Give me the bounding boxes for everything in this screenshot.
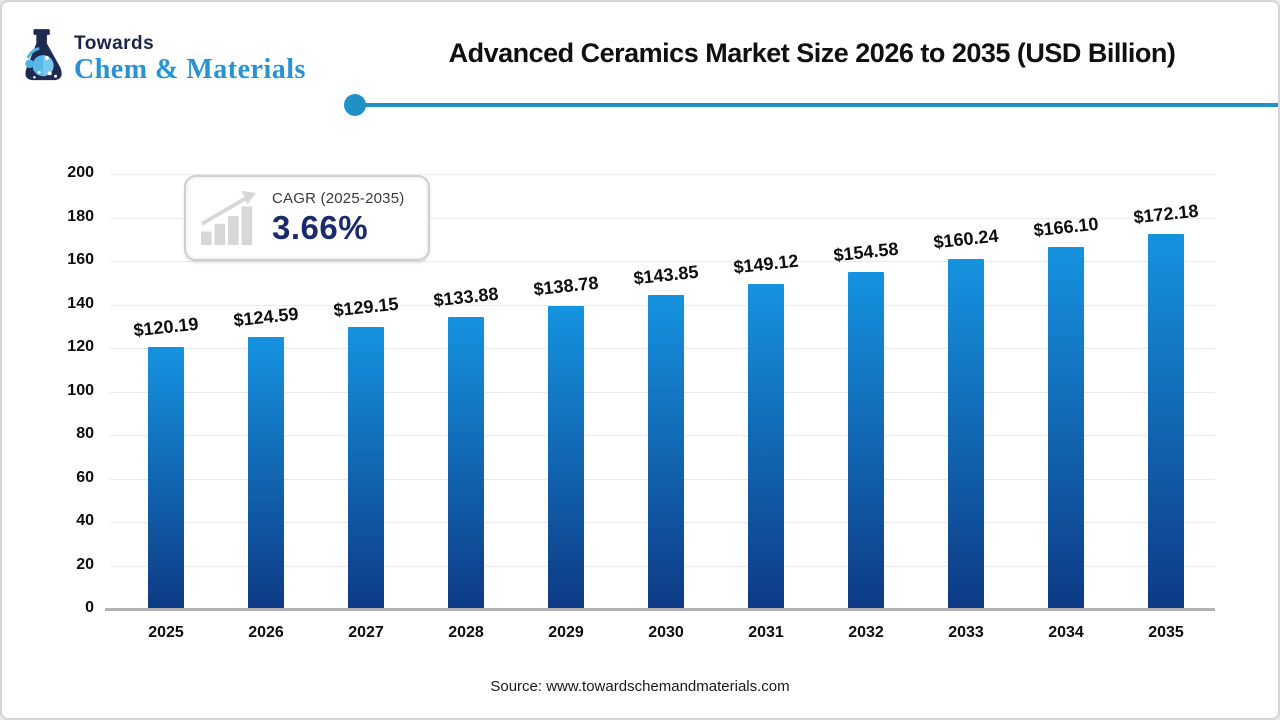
y-axis-tick-label: 200 <box>67 164 94 181</box>
y-axis-tick-label: 160 <box>67 251 94 268</box>
x-axis-tick-label: 2035 <box>1148 624 1184 641</box>
bar <box>1048 247 1084 608</box>
bar <box>548 306 584 608</box>
x-axis-tick-label: 2026 <box>248 624 284 641</box>
cagr-callout: CAGR (2025-2035) 3.66% <box>184 175 430 261</box>
flask-icon <box>25 29 62 81</box>
y-axis-tick-label: 80 <box>76 425 94 442</box>
growth-chart-icon <box>200 190 257 246</box>
x-axis-tick-label: 2029 <box>548 624 584 641</box>
cagr-value: 3.66% <box>272 208 369 246</box>
x-axis-tick-label: 2027 <box>348 624 384 641</box>
gridline <box>110 217 1215 219</box>
bar <box>148 347 184 608</box>
y-axis-tick-label: 0 <box>85 599 94 616</box>
title-divider-dot <box>344 94 366 116</box>
bar <box>648 295 684 608</box>
y-axis-tick-label: 140 <box>67 294 94 312</box>
x-axis-tick-label: 2032 <box>848 624 884 641</box>
y-axis-tick-label: 60 <box>76 468 94 486</box>
gridline <box>110 174 1215 175</box>
x-axis-tick-label: 2028 <box>448 624 484 641</box>
logo: Towards Chem & Materials <box>20 28 306 86</box>
x-axis-tick-label: 2030 <box>648 624 684 641</box>
y-axis-tick-label: 100 <box>67 381 94 399</box>
y-axis-tick-label: 180 <box>67 207 94 225</box>
plot-area: 0 20 40 60 80 100 120 140 160 180 200 $120.19 2025 $1… <box>67 164 1215 641</box>
bar <box>1148 234 1184 608</box>
title-divider-line <box>354 103 1278 107</box>
gridline <box>110 261 1215 262</box>
cagr-label: CAGR (2025-2035) <box>272 189 405 207</box>
logo-brand-text: Chem & Materials <box>74 54 306 85</box>
logo-towards-text: Towards <box>74 33 155 54</box>
bar <box>448 317 484 608</box>
x-axis-tick-label: 2034 <box>1048 624 1084 641</box>
y-axis-tick-label: 120 <box>67 338 94 355</box>
bar-value-label: $172.18 <box>1132 200 1200 228</box>
x-axis-tick-label: 2033 <box>948 624 984 641</box>
bar <box>248 337 284 608</box>
x-axis-tick-label: 2025 <box>148 624 184 641</box>
bar <box>348 327 384 608</box>
bar <box>848 272 884 608</box>
page-title: Advanced Ceramics Market Size 2026 to 20… <box>448 38 1176 68</box>
source-text: Source: www.towardschemandmaterials.com <box>490 678 790 695</box>
y-axis-tick-label: 20 <box>76 555 94 573</box>
bar <box>748 284 784 608</box>
y-axis-tick-label: 40 <box>76 512 94 529</box>
x-axis-line <box>105 608 1215 611</box>
bar <box>948 259 984 608</box>
x-axis-tick-label: 2031 <box>748 624 784 641</box>
